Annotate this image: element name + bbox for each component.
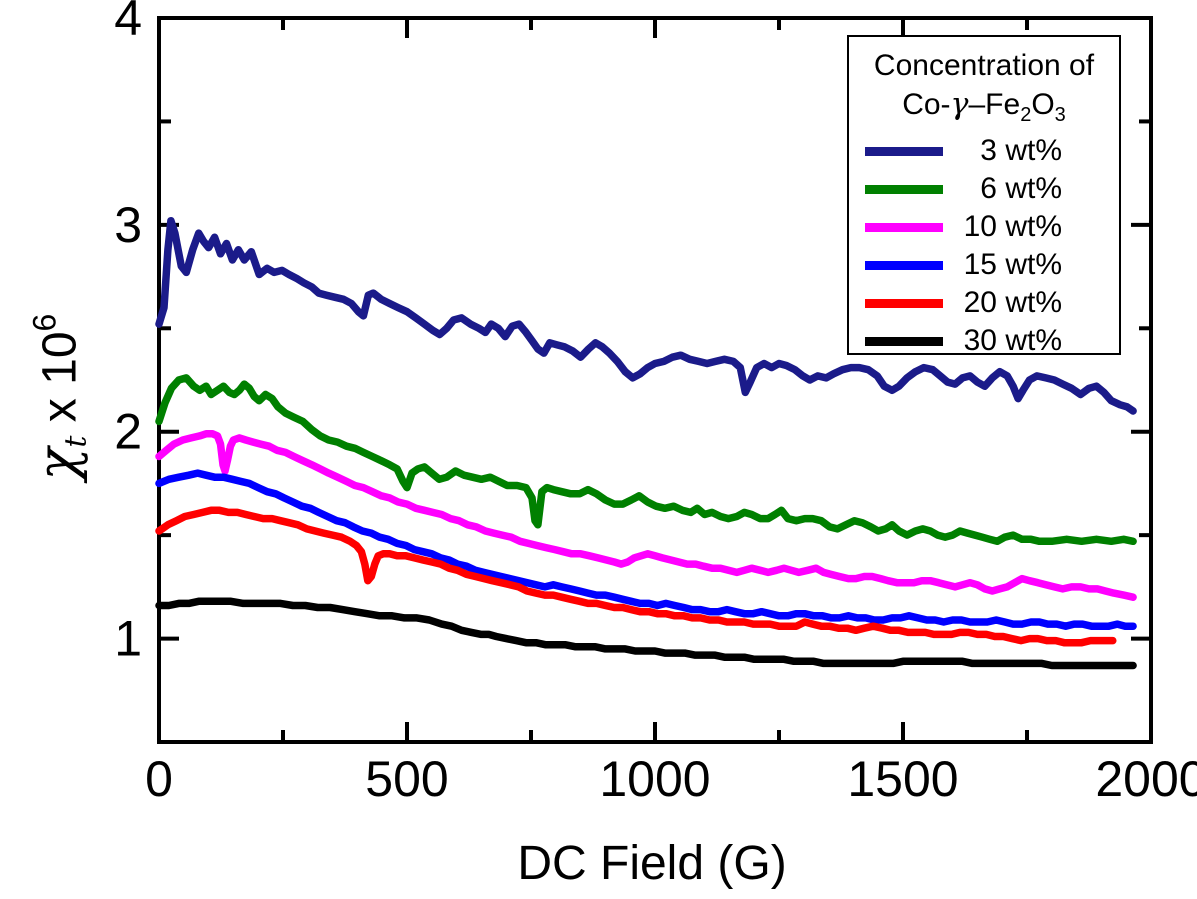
legend-item: 30 wt% [849, 322, 1119, 360]
x-tick-label: 2000 [1095, 751, 1197, 807]
legend-item: 15 wt% [849, 246, 1119, 284]
legend-swatch-10wt [865, 222, 943, 232]
legend-swatch-15wt [865, 260, 943, 270]
chi-subscript: t [58, 435, 94, 448]
series-line-30wt [155, 597, 1137, 670]
legend-swatch-3wt [865, 146, 943, 156]
legend-item: 3 wt% [849, 132, 1119, 170]
x-tick-label: 1500 [847, 751, 958, 807]
legend-item-label: 15 wt% [963, 248, 1062, 281]
gamma-symbol: γ [950, 87, 969, 122]
y-tick-label: 1 [114, 611, 142, 667]
legend-swatch-20wt [865, 298, 943, 308]
legend-item-label: 30 wt% [963, 324, 1062, 357]
legend-item: 20 wt% [849, 284, 1119, 322]
x-tick-label: 0 [145, 751, 173, 807]
chi-symbol: χ [25, 447, 89, 481]
y-axis-title-base: x 10 [33, 331, 87, 436]
legend-swatch-6wt [865, 184, 943, 194]
series-line-15wt [155, 469, 1137, 630]
legend: Concentration of Co-γ–Fe2O3 3 wt% 6 wt% … [847, 35, 1121, 357]
y-axis-title-exponent: 6 [26, 313, 63, 332]
legend-title-line2: Co-γ–Fe2O3 [902, 87, 1066, 126]
legend-swatch-30wt [865, 336, 943, 346]
y-axis-title: χt x 106 [25, 313, 94, 481]
y-tick-label: 4 [114, 0, 142, 46]
legend-item: 6 wt% [849, 170, 1119, 208]
legend-item: 10 wt% [849, 208, 1119, 246]
x-tick-label: 1000 [599, 751, 710, 807]
legend-item-label: 6 wt% [980, 172, 1062, 205]
legend-item-label: 20 wt% [963, 286, 1062, 319]
legend-item-label: 10 wt% [963, 210, 1062, 243]
series-line-3wt [155, 216, 1137, 415]
series-line-10wt [155, 430, 1137, 601]
legend-rows: 3 wt% 6 wt% 10 wt% 15 wt% 20 wt% 30 wt% [849, 132, 1119, 360]
series-line-20wt [155, 506, 1117, 647]
series-line-6wt [155, 374, 1137, 546]
legend-item-label: 3 wt% [980, 134, 1062, 167]
y-tick-label: 2 [114, 404, 142, 460]
x-tick-label: 500 [365, 751, 448, 807]
x-axis-title: DC Field (G) [517, 837, 787, 890]
y-tick-label: 3 [114, 197, 142, 253]
legend-title-line1: Concentration of [873, 49, 1095, 82]
